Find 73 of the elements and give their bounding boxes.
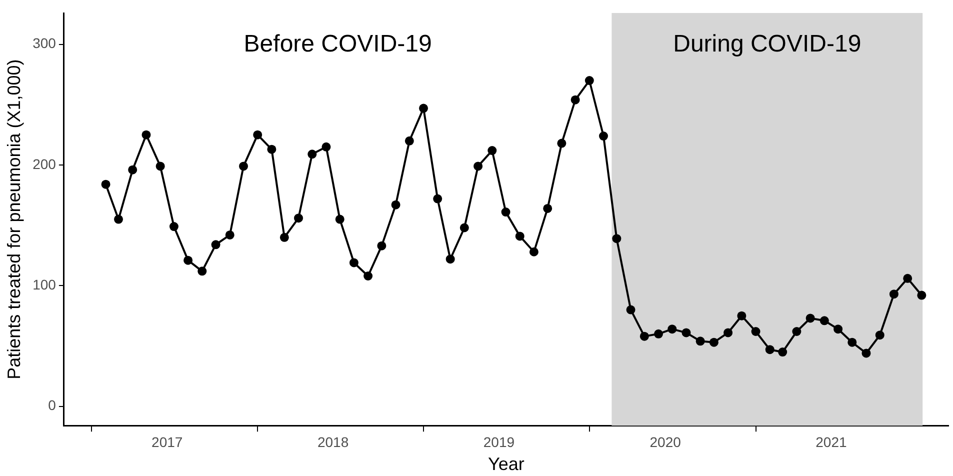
point: [751, 327, 760, 336]
x-tick-label: 2019: [483, 434, 515, 450]
point: [335, 214, 344, 224]
point: [391, 200, 400, 210]
point: [543, 204, 552, 213]
point: [460, 223, 469, 232]
point: [225, 230, 234, 240]
point: [156, 162, 165, 171]
point: [778, 348, 788, 357]
x-axis-title: Year: [488, 454, 524, 474]
point: [599, 132, 608, 141]
point: [433, 194, 442, 204]
point: [419, 104, 428, 113]
point: [612, 234, 622, 244]
point: [834, 324, 843, 334]
point: [709, 338, 718, 347]
x-tick-label: 2017: [152, 434, 183, 450]
point: [198, 266, 207, 276]
point: [917, 290, 926, 300]
point: [114, 214, 124, 224]
y-axis-title: Patients treated for pneumonia (X1,000): [4, 59, 24, 380]
x-tick-label: 2018: [317, 434, 349, 450]
y-tick-label: 200: [32, 156, 56, 172]
point: [875, 330, 884, 340]
point: [253, 130, 262, 140]
point: [211, 240, 220, 250]
point: [862, 348, 871, 358]
point: [308, 150, 317, 159]
x-tick-label: 2021: [816, 434, 848, 450]
point: [682, 328, 691, 338]
point: [377, 241, 386, 250]
band-label: During COVID-19: [673, 30, 862, 58]
point: [267, 144, 276, 154]
point: [570, 95, 580, 104]
point: [128, 165, 138, 174]
point: [792, 327, 802, 336]
point: [446, 254, 455, 264]
point: [142, 130, 151, 140]
point: [903, 274, 912, 283]
y-tick-label: 0: [48, 397, 56, 414]
point: [640, 332, 649, 341]
point: [280, 232, 289, 242]
point: [239, 162, 248, 171]
point: [101, 180, 110, 189]
point: [557, 138, 566, 148]
point: [889, 290, 898, 299]
y-tick-label: 300: [32, 35, 56, 52]
point: [626, 305, 636, 314]
point: [322, 142, 331, 152]
point: [184, 256, 193, 265]
point: [806, 314, 815, 323]
point: [737, 311, 746, 320]
y-tick-label: 100: [32, 276, 56, 293]
point: [515, 232, 524, 241]
point: [501, 208, 510, 217]
annotation: Before COVID-19: [244, 30, 432, 58]
point: [349, 258, 358, 268]
point: [294, 214, 304, 223]
point: [724, 328, 733, 338]
point: [474, 162, 483, 171]
point: [848, 338, 857, 347]
point: [169, 222, 178, 232]
point: [820, 316, 829, 326]
point: [668, 324, 677, 334]
point: [404, 136, 414, 146]
point: [654, 329, 663, 338]
point: [529, 247, 538, 256]
x-tick-label: 2020: [650, 434, 682, 450]
point: [584, 76, 594, 86]
point: [488, 146, 497, 156]
point: [696, 336, 705, 346]
point: [364, 272, 373, 281]
point: [765, 345, 774, 354]
